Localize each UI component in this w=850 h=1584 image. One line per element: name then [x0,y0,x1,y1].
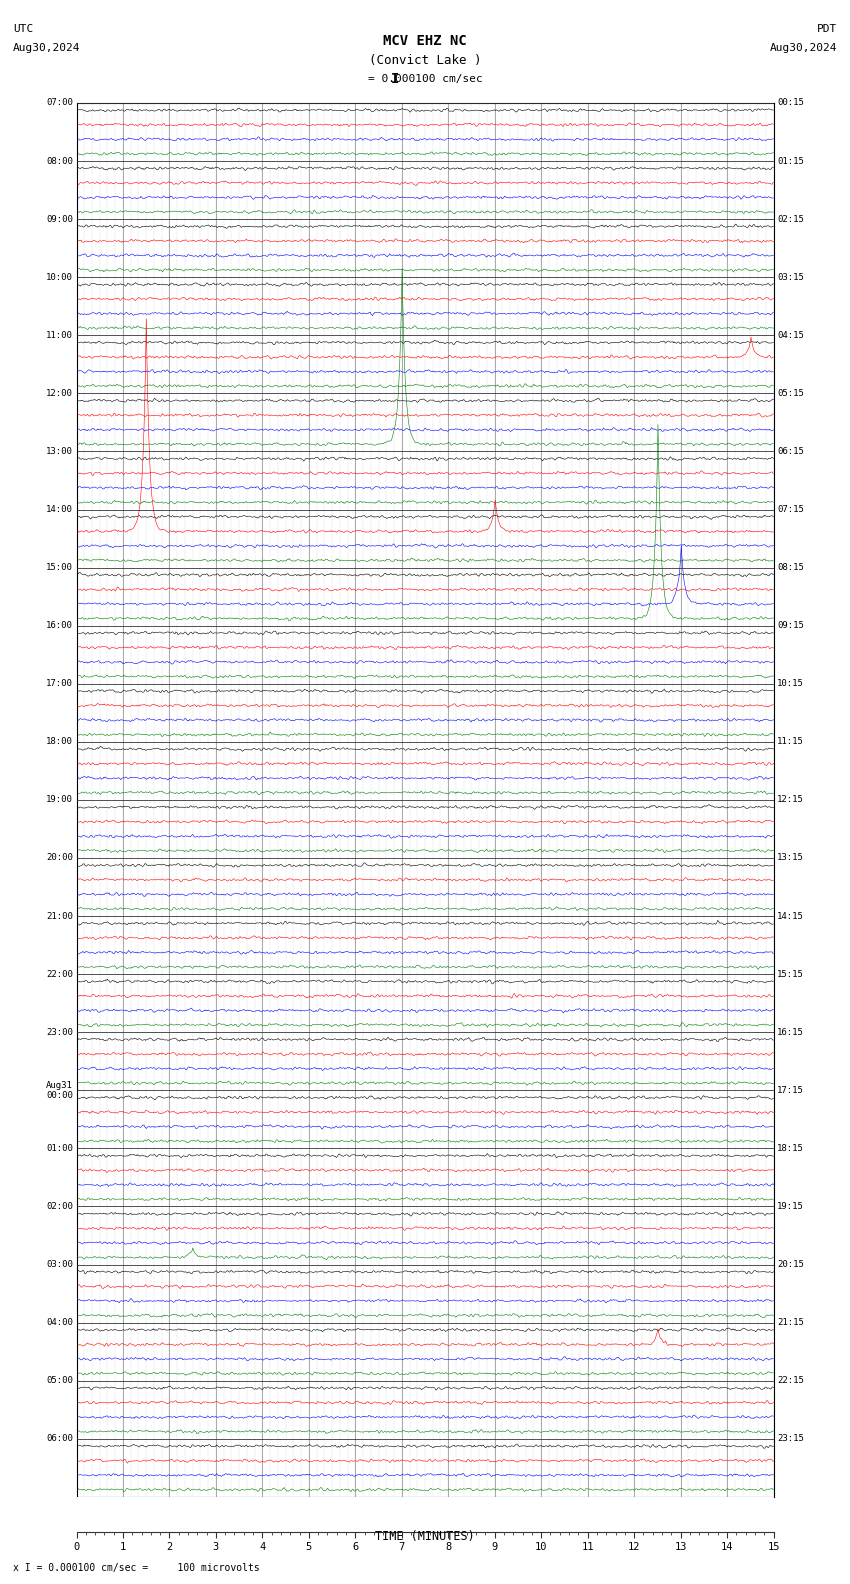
Text: 03:15: 03:15 [777,272,804,282]
Text: 12:00: 12:00 [46,388,73,398]
Text: Aug31
00:00: Aug31 00:00 [46,1080,73,1099]
Text: 10:00: 10:00 [46,272,73,282]
Text: 18:00: 18:00 [46,737,73,746]
Text: 03:00: 03:00 [46,1259,73,1269]
Text: 05:00: 05:00 [46,1376,73,1386]
Text: 18:15: 18:15 [777,1144,804,1153]
Text: 23:00: 23:00 [46,1028,73,1038]
Text: 08:00: 08:00 [46,157,73,166]
Text: 15:15: 15:15 [777,969,804,979]
Text: 20:15: 20:15 [777,1259,804,1269]
Text: = 0.000100 cm/sec: = 0.000100 cm/sec [367,74,483,84]
Text: 19:15: 19:15 [777,1202,804,1212]
Text: 15:00: 15:00 [46,562,73,572]
Text: 13:15: 13:15 [777,854,804,863]
Text: 04:00: 04:00 [46,1318,73,1327]
Text: 13:00: 13:00 [46,447,73,456]
Text: Aug30,2024: Aug30,2024 [770,43,837,52]
Text: 00:15: 00:15 [777,98,804,108]
Text: 23:15: 23:15 [777,1434,804,1443]
Text: I: I [391,73,399,86]
Text: 14:00: 14:00 [46,505,73,515]
Text: PDT: PDT [817,24,837,33]
Text: 09:00: 09:00 [46,214,73,223]
Text: 22:15: 22:15 [777,1376,804,1386]
Text: 01:15: 01:15 [777,157,804,166]
Text: 11:15: 11:15 [777,737,804,746]
Text: x I = 0.000100 cm/sec =     100 microvolts: x I = 0.000100 cm/sec = 100 microvolts [13,1563,259,1573]
Text: Aug30,2024: Aug30,2024 [13,43,80,52]
Text: 06:00: 06:00 [46,1434,73,1443]
Text: 11:00: 11:00 [46,331,73,341]
Text: 21:00: 21:00 [46,911,73,920]
Text: 04:15: 04:15 [777,331,804,341]
Text: 14:15: 14:15 [777,911,804,920]
Text: (Convict Lake ): (Convict Lake ) [369,54,481,67]
Text: 17:15: 17:15 [777,1085,804,1095]
Text: UTC: UTC [13,24,33,33]
Text: 19:00: 19:00 [46,795,73,805]
Text: 06:15: 06:15 [777,447,804,456]
Text: 22:00: 22:00 [46,969,73,979]
Text: 17:00: 17:00 [46,680,73,689]
Text: 12:15: 12:15 [777,795,804,805]
Text: MCV EHZ NC: MCV EHZ NC [383,35,467,48]
Text: 09:15: 09:15 [777,621,804,630]
Text: 10:15: 10:15 [777,680,804,689]
Text: 20:00: 20:00 [46,854,73,863]
Text: 07:15: 07:15 [777,505,804,515]
Text: 05:15: 05:15 [777,388,804,398]
Text: TIME (MINUTES): TIME (MINUTES) [375,1530,475,1543]
Text: 02:15: 02:15 [777,214,804,223]
Text: 01:00: 01:00 [46,1144,73,1153]
Text: 02:00: 02:00 [46,1202,73,1212]
Text: 08:15: 08:15 [777,562,804,572]
Text: 16:00: 16:00 [46,621,73,630]
Text: 21:15: 21:15 [777,1318,804,1327]
Text: 07:00: 07:00 [46,98,73,108]
Text: 16:15: 16:15 [777,1028,804,1038]
